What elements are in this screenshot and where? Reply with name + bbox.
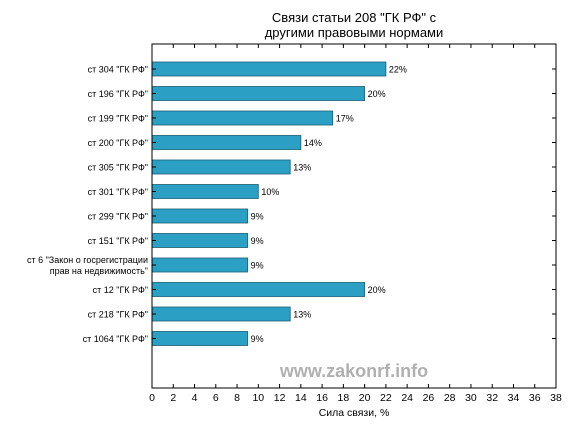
- value-label: 9%: [251, 261, 264, 271]
- chart-title: Связи статьи 208 "ГК РФ" с другими правов…: [265, 10, 444, 40]
- x-tick-label: 6: [213, 392, 219, 404]
- x-tick-label: 8: [234, 392, 240, 404]
- watermark: www.zakonrf.info: [279, 361, 428, 381]
- category-label: ст 6 "Закон о госрегистрации прав на недв…: [27, 255, 148, 276]
- category-label: ст 151 "ГК РФ": [88, 236, 148, 246]
- category-label: ст 301 "ГК РФ": [88, 187, 148, 197]
- value-label: 14%: [304, 138, 322, 148]
- bar: [151, 184, 259, 199]
- value-label: 20%: [368, 89, 386, 99]
- category-label: ст 12 "ГК РФ": [93, 285, 148, 295]
- value-label: 17%: [336, 114, 354, 124]
- bar: [151, 135, 302, 150]
- bar: [151, 331, 249, 346]
- x-tick-label: 22: [380, 392, 392, 404]
- bar: [151, 282, 366, 297]
- value-label: 9%: [251, 334, 264, 344]
- value-label: 10%: [261, 187, 279, 197]
- x-tick-label: 20: [359, 392, 371, 404]
- value-label: 13%: [293, 163, 311, 173]
- x-tick-label: 16: [316, 392, 328, 404]
- x-tick-label: 32: [486, 392, 498, 404]
- bar: [151, 208, 249, 224]
- x-tick-label: 38: [550, 392, 562, 404]
- bar: [151, 257, 249, 273]
- x-tick-label: 26: [423, 392, 435, 404]
- category-label: ст 218 "ГК РФ": [88, 310, 148, 320]
- value-label: 9%: [251, 212, 264, 222]
- x-tick-label: 14: [295, 392, 307, 404]
- bar: [151, 306, 291, 322]
- category-label: ст 305 "ГК РФ": [88, 163, 148, 173]
- value-label: 22%: [389, 65, 407, 75]
- bar: [151, 61, 387, 77]
- bar: [151, 86, 366, 101]
- x-tick-label: 4: [192, 392, 198, 404]
- x-tick-label: 36: [529, 392, 541, 404]
- value-label: 9%: [251, 236, 264, 246]
- x-axis-label: Сила связи, %: [319, 407, 390, 419]
- x-tick-label: 28: [444, 392, 456, 404]
- x-tick-label: 10: [252, 392, 264, 404]
- value-label: 20%: [368, 285, 386, 295]
- category-label: ст 199 "ГК РФ": [88, 114, 148, 124]
- bar: [151, 110, 334, 126]
- category-label: ст 1064 "ГК РФ": [83, 334, 148, 344]
- category-label: ст 196 "ГК РФ": [88, 89, 148, 99]
- category-label: ст 304 "ГК РФ": [88, 65, 148, 75]
- x-tick-label: 0: [149, 392, 155, 404]
- category-label: ст 299 "ГК РФ": [88, 212, 148, 222]
- x-tick-label: 24: [401, 392, 413, 404]
- x-tick-label: 34: [508, 392, 520, 404]
- x-tick-label: 30: [465, 392, 477, 404]
- bar: [151, 233, 249, 248]
- x-tick-label: 12: [274, 392, 286, 404]
- x-tick-label: 2: [170, 392, 176, 404]
- plot-frame: [151, 43, 557, 389]
- category-label: ст 200 "ГК РФ": [88, 138, 148, 148]
- bar: [151, 159, 291, 175]
- x-tick-label: 18: [338, 392, 350, 404]
- value-label: 13%: [293, 310, 311, 320]
